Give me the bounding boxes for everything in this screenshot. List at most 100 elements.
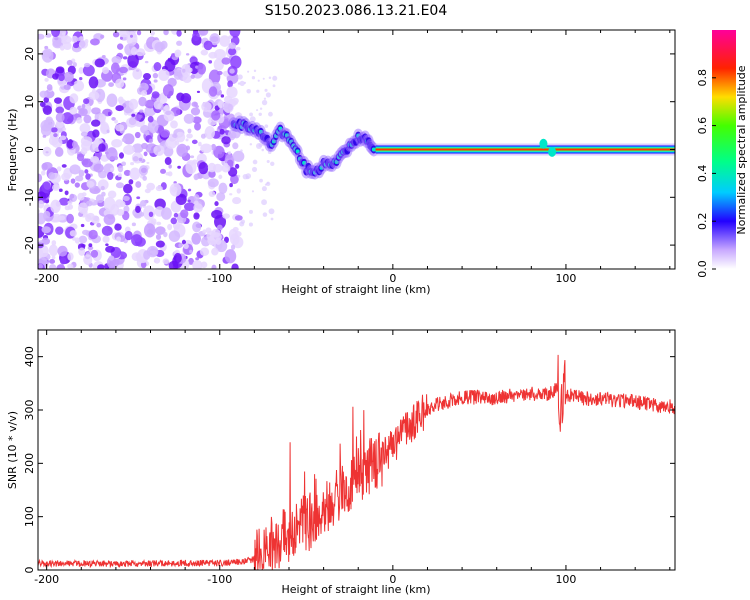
noise-blob: [64, 190, 69, 196]
noise-speckle: [248, 209, 254, 214]
noise-blob: [213, 58, 224, 71]
noise-blob: [42, 161, 53, 170]
noise-blob: [176, 40, 183, 46]
top-x-axis-label: Height of straight line (km): [281, 283, 430, 296]
noise-speckle: [239, 80, 245, 86]
noise-blob: [191, 232, 202, 245]
noise-blob: [52, 73, 60, 80]
bottom-y-axis-label: SNR (10 * v/v): [6, 411, 19, 489]
noise-blob: [78, 107, 88, 117]
noise-blob: [226, 86, 238, 99]
noise-blob: [108, 82, 114, 87]
noise-speckle: [245, 173, 252, 179]
noise-blob: [53, 133, 58, 138]
noise-speckle: [246, 89, 251, 94]
noise-blob: [131, 234, 143, 247]
y-tick-label: 10: [23, 95, 36, 109]
noise-blob: [142, 175, 147, 181]
y-tick-label: 100: [23, 506, 36, 527]
noise-blob: [67, 252, 74, 261]
colorbar-tick-label: 0.4: [696, 165, 709, 183]
noise-blob: [78, 40, 89, 49]
noise-blob: [193, 203, 203, 213]
noise-blob: [58, 73, 65, 82]
noise-blob: [106, 129, 110, 134]
noise-blob: [46, 84, 53, 91]
noise-blob: [122, 133, 135, 145]
noise-blob: [236, 188, 241, 194]
noise-speckle: [251, 190, 255, 193]
noise-speckle: [251, 76, 256, 80]
noise-blob: [85, 173, 91, 180]
noise-blob: [185, 160, 197, 175]
noise-speckle: [237, 74, 243, 80]
noise-blob: [143, 151, 148, 157]
noise-blob: [215, 237, 222, 245]
noise-speckle: [264, 88, 268, 92]
noise-blob: [144, 188, 151, 194]
noise-blob: [116, 208, 125, 216]
noise-blob: [211, 264, 217, 269]
noise-blob: [97, 179, 109, 191]
noise-blob: [229, 30, 241, 38]
noise-speckle: [256, 89, 260, 93]
noise-blob: [42, 105, 53, 116]
noise-blob: [198, 30, 209, 36]
noise-blob: [192, 31, 200, 41]
noise-blob: [162, 258, 170, 265]
noise-blob: [119, 200, 126, 208]
noise-blob: [221, 57, 231, 65]
x-tick-label: -200: [34, 272, 59, 285]
noise-blob: [85, 200, 93, 207]
noise-blob: [135, 69, 140, 72]
noise-blob: [97, 264, 105, 269]
noise-blob: [69, 164, 81, 175]
noise-speckle: [261, 99, 268, 106]
noise-blob: [191, 139, 198, 145]
noise-blob: [103, 196, 116, 212]
noise-blob: [49, 264, 57, 269]
noise-blob: [124, 230, 133, 241]
noise-blob: [216, 70, 223, 76]
x-tick-label: 100: [555, 573, 576, 586]
noise-blob: [122, 56, 128, 60]
noise-speckle: [262, 77, 265, 80]
noise-blob: [160, 168, 167, 174]
noise-blob: [98, 170, 107, 179]
noise-blob: [155, 240, 165, 248]
noise-blob: [208, 60, 213, 64]
snr-series-line: [38, 354, 675, 570]
noise-blob: [103, 163, 115, 174]
noise-speckle: [256, 109, 259, 112]
noise-blob: [218, 125, 222, 130]
noise-speckle: [270, 161, 275, 166]
noise-speckle: [268, 76, 272, 80]
noise-blob: [230, 55, 242, 69]
noise-blob: [144, 106, 156, 117]
noise-blob: [213, 49, 226, 60]
noise-blob: [165, 110, 172, 116]
noise-blob: [41, 170, 46, 176]
noise-blob: [153, 257, 161, 264]
noise-blob: [176, 30, 182, 37]
noise-blob: [143, 130, 150, 135]
noise-blob: [51, 184, 60, 191]
noise-blob: [39, 90, 48, 98]
noise-blob: [152, 72, 159, 79]
noise-blob: [66, 213, 74, 224]
noise-blob: [230, 244, 236, 250]
noise-blob: [41, 237, 51, 245]
noise-blob: [235, 163, 240, 169]
noise-blob: [217, 100, 225, 109]
noise-blob: [200, 261, 208, 269]
noise-blob: [134, 114, 142, 121]
noise-blob: [138, 96, 147, 107]
noise-blob: [123, 144, 135, 155]
x-tick-label: 0: [389, 272, 396, 285]
noise-blob: [105, 243, 109, 247]
noise-blob: [178, 243, 183, 248]
bottom-x-axis-label: Height of straight line (km): [281, 583, 430, 596]
noise-blob: [211, 143, 217, 151]
noise-blob: [63, 71, 74, 82]
